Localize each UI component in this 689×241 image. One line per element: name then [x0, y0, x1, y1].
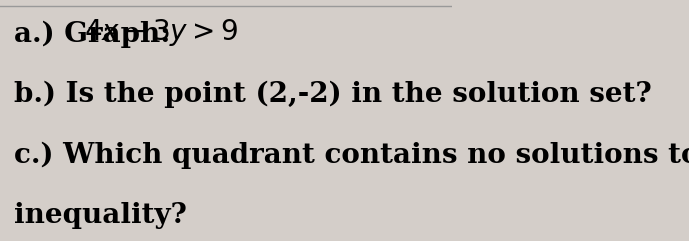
- Text: c.) Which quadrant contains no solutions to this: c.) Which quadrant contains no solutions…: [14, 141, 689, 169]
- Text: inequality?: inequality?: [14, 202, 187, 229]
- Text: a.) Graph:: a.) Graph:: [14, 21, 199, 48]
- Text: b.) Is the point (2,-2) in the solution set?: b.) Is the point (2,-2) in the solution …: [14, 81, 651, 108]
- Text: $4x - 3y > 9$: $4x - 3y > 9$: [83, 17, 238, 48]
